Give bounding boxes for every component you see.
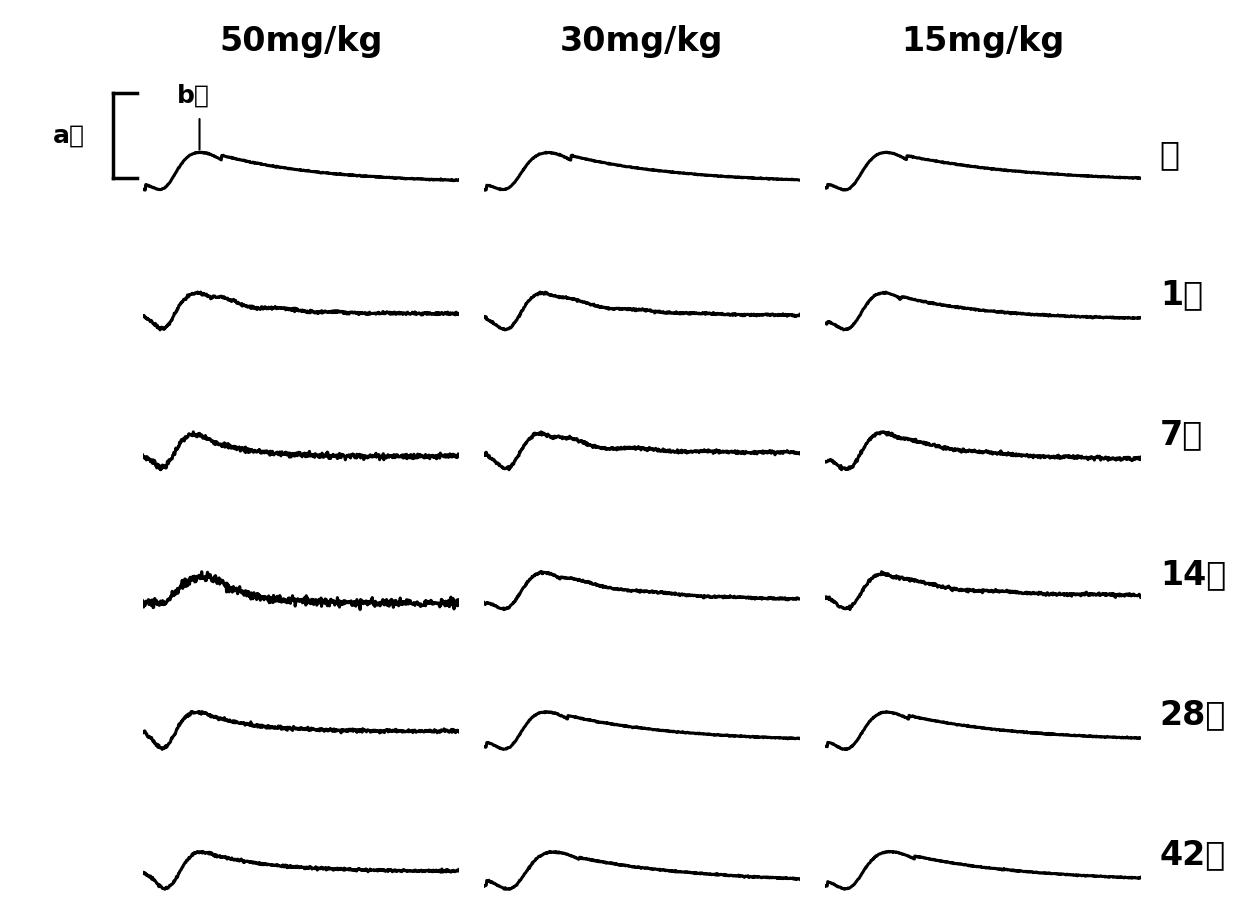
Text: 1天: 1天 <box>1159 278 1203 312</box>
Text: b波: b波 <box>177 84 210 108</box>
Text: a波: a波 <box>53 123 84 147</box>
Text: 28天: 28天 <box>1159 698 1226 731</box>
Text: 30mg/kg: 30mg/kg <box>560 25 723 58</box>
Text: 14天: 14天 <box>1159 558 1226 591</box>
Text: 42天: 42天 <box>1159 838 1226 870</box>
Text: 7天: 7天 <box>1159 418 1203 451</box>
Text: 前: 前 <box>1159 139 1179 172</box>
Text: 50mg/kg: 50mg/kg <box>219 25 382 58</box>
Text: 15mg/kg: 15mg/kg <box>901 25 1064 58</box>
